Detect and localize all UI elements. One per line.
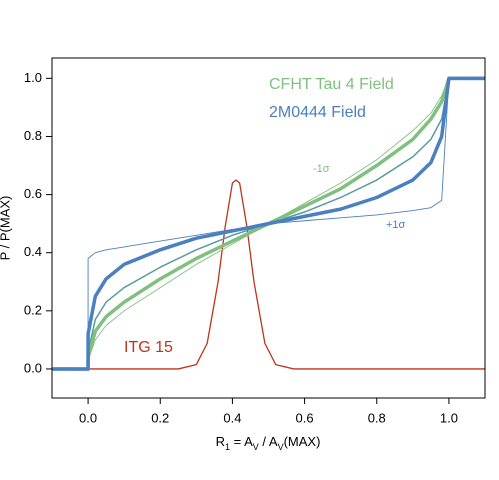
x-tick-label: 0.0 [79,410,97,425]
x-tick-label: 0.4 [223,410,241,425]
x-tick-label: 0.2 [151,410,169,425]
x-label-part: V [253,442,259,452]
series-label: +1σ [386,219,406,231]
y-tick-label: 0.0 [24,360,42,375]
x-axis-label: R1 = AV / AV(MAX) [216,434,321,452]
series-line [52,179,485,370]
x-tick-label: 0.6 [296,410,314,425]
y-tick-label: 0.2 [24,302,42,317]
legend-label: 2M0444 Field [269,104,366,121]
x-label-part: 1 [225,442,230,452]
y-tick-label: 0.6 [24,186,42,201]
x-label-part: R [216,434,225,449]
x-label-part: / A [259,434,278,449]
series-label: ITG 15 [124,339,173,356]
series-line [52,77,485,370]
x-tick-label: 0.8 [368,410,386,425]
x-tick-label: 1.0 [440,410,458,425]
x-label-part: = A [230,434,253,449]
series-label: -1σ [313,163,330,175]
series-line [52,76,485,371]
y-tick-label: 1.0 [24,70,42,85]
y-axis-label: P / P(MAX) [0,196,12,261]
x-label-part: (MAX) [284,434,321,449]
x-label-part: V [278,442,284,452]
plot-frame [51,57,486,399]
y-tick-label: 0.8 [24,128,42,143]
legend-label: CFHT Tau 4 Field [269,76,394,93]
y-tick-label: 0.4 [24,244,42,259]
series-line [52,76,485,371]
